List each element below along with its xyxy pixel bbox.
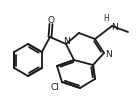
Text: Cl: Cl	[51, 84, 60, 92]
Text: N: N	[63, 37, 69, 46]
Text: O: O	[47, 16, 54, 25]
Text: H: H	[103, 13, 109, 22]
Text: N: N	[105, 50, 111, 59]
Text: N: N	[111, 22, 117, 32]
